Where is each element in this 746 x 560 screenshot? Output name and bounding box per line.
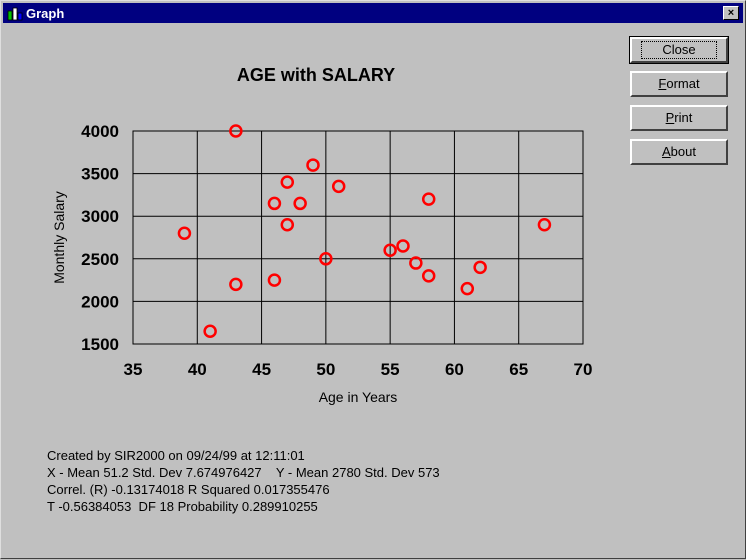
data-point — [267, 273, 282, 287]
close-icon: × — [727, 7, 735, 19]
x-tick-label: 60 — [445, 360, 464, 379]
stats-line-ttest: T -0.56384053 DF 18 Probability 0.289910… — [47, 499, 318, 514]
data-point — [280, 217, 295, 232]
data-point — [177, 226, 192, 240]
y-tick-label: 2500 — [81, 250, 119, 269]
format-button-label: Format — [658, 73, 699, 95]
window-close-button[interactable]: × — [723, 6, 739, 20]
data-point — [409, 256, 423, 270]
data-point — [396, 239, 410, 253]
data-point — [293, 196, 307, 211]
y-tick-label: 3000 — [81, 207, 119, 226]
y-tick-label: 1500 — [81, 335, 119, 354]
x-tick-label: 35 — [124, 360, 143, 379]
x-tick-label: 50 — [316, 360, 335, 379]
close-button-label: Close — [641, 41, 717, 59]
app-icon — [7, 7, 23, 21]
print-mnemonic: P — [665, 110, 675, 125]
data-point — [306, 158, 320, 172]
format-button[interactable]: Format — [630, 71, 728, 97]
chart-title: AGE with SALARY — [236, 65, 396, 85]
y-tick-label: 4000 — [81, 122, 119, 141]
format-label-rest: ormat — [666, 76, 700, 91]
x-tick-label: 45 — [252, 360, 271, 379]
close-button[interactable]: Close — [629, 36, 729, 64]
statistics-block: Created by SIR2000 on 09/24/99 at 12:11:… — [47, 447, 440, 515]
data-point — [267, 196, 282, 211]
about-mnemonic: A — [662, 144, 671, 159]
print-button-label: Print — [666, 107, 693, 129]
x-tick-label: 70 — [574, 360, 593, 379]
data-point — [203, 324, 217, 338]
data-point — [383, 243, 397, 258]
y-tick-label: 2000 — [81, 292, 119, 311]
about-button-label: About — [662, 141, 696, 163]
y-tick-label: 3500 — [81, 165, 119, 184]
x-tick-label: 65 — [509, 360, 528, 379]
plot-frame — [132, 130, 584, 345]
stats-line-correlation: Correl. (R) -0.13174018 R Squared 0.0173… — [47, 482, 330, 497]
about-button[interactable]: About — [630, 139, 728, 165]
print-label-rest: rint — [674, 110, 693, 125]
about-label-rest: bout — [670, 144, 696, 159]
x-tick-label: 40 — [188, 360, 207, 379]
print-button[interactable]: Print — [630, 105, 728, 131]
stats-line-means: X - Mean 51.2 Std. Dev 7.674976427 Y - M… — [47, 465, 440, 480]
format-mnemonic: F — [658, 76, 667, 91]
y-axis-label: Monthly Salary — [51, 191, 67, 284]
window-title: Graph — [26, 6, 65, 21]
data-point — [280, 175, 295, 189]
data-point — [537, 217, 552, 232]
data-point — [421, 192, 436, 206]
data-point — [229, 277, 243, 292]
x-axis-label: Age in Years — [319, 389, 398, 405]
stats-line-created: Created by SIR2000 on 09/24/99 at 12:11:… — [47, 448, 305, 463]
data-point — [421, 269, 436, 283]
data-point — [331, 179, 346, 194]
data-point — [229, 124, 243, 138]
data-point — [473, 260, 487, 275]
x-tick-label: 55 — [381, 360, 400, 379]
data-point — [319, 252, 333, 266]
data-point — [460, 281, 475, 296]
title-bar[interactable]: Graph × — [3, 3, 743, 23]
